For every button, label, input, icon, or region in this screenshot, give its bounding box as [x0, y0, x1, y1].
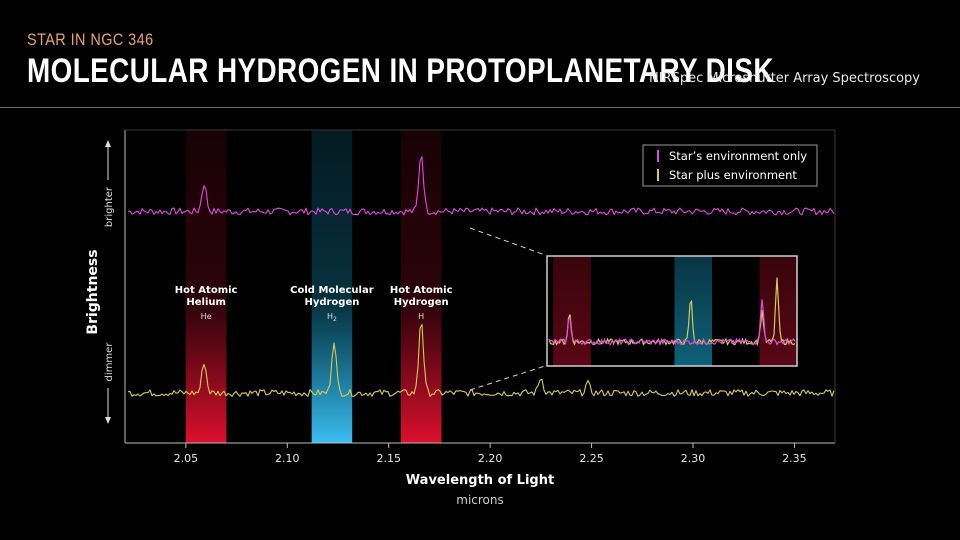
- legend-label-environment: Star’s environment only: [669, 149, 807, 163]
- inset-series-line-1: [548, 299, 796, 346]
- band-species-0: He: [201, 312, 212, 321]
- emission-bands: [185, 130, 442, 443]
- inset-band-1: [674, 256, 712, 366]
- legend-label-star-plus: Star plus environment: [669, 168, 797, 182]
- inset-band-0: [553, 256, 591, 366]
- x-tick-label-0: 2.05: [174, 452, 199, 465]
- header-divider: [0, 107, 960, 108]
- x-ticks: 2.05 2.10 2.15 2.20 2.25 2.30 2.35: [174, 443, 807, 465]
- inset-band-2: [759, 256, 797, 366]
- inset-connector-bottom: [469, 365, 546, 391]
- y-axis-top-label: brighter: [104, 186, 115, 227]
- supertitle: STAR IN NGC 346: [27, 30, 154, 49]
- y-arrow-down-icon: [105, 417, 111, 424]
- x-tick-label-1: 2.10: [275, 452, 300, 465]
- band-species-1: H2: [327, 312, 337, 323]
- x-tick-label-3: 2.20: [478, 452, 503, 465]
- band-label-0-line-0: Hot Atomic: [175, 285, 238, 296]
- inset-frame: [546, 255, 798, 367]
- legend: Star’s environment only Star plus enviro…: [642, 144, 818, 187]
- y-axis-bottom-label: dimmer: [104, 342, 115, 382]
- band-label-2-line-0: Hot Atomic: [390, 285, 453, 296]
- x-axis-unit: microns: [456, 493, 504, 507]
- spectrum-series: [127, 156, 835, 397]
- y-axis-label: Brightness: [85, 249, 101, 334]
- band-label-1-line-0: Cold Molecular: [290, 285, 374, 296]
- band-label-0-line-1: Helium: [186, 297, 226, 308]
- x-tick-label-5: 2.30: [681, 452, 706, 465]
- page-title: MOLECULAR HYDROGEN IN PROTOPLANETARY DIS…: [27, 52, 774, 90]
- series-line-0: [127, 156, 835, 216]
- band-label-1-line-1: Hydrogen: [304, 297, 359, 308]
- x-tick-label-4: 2.25: [579, 452, 604, 465]
- inset-content: [548, 256, 797, 366]
- x-tick-label-6: 2.35: [782, 452, 807, 465]
- inset-connector-top: [469, 227, 546, 256]
- x-axis-label: Wavelength of Light: [406, 473, 554, 488]
- band-label-2-line-1: Hydrogen: [394, 297, 449, 308]
- y-arrow-up-icon: [105, 140, 111, 147]
- instrument-label: NIRSpec Microshutter Array Spectroscopy: [648, 71, 920, 86]
- band-species-2: H: [418, 312, 424, 321]
- legend-box: [642, 144, 818, 187]
- band-0: [185, 130, 227, 443]
- x-tick-label-2: 2.15: [376, 452, 401, 465]
- series-line-1: [127, 323, 835, 397]
- inset-zoom: [546, 255, 798, 367]
- band-2: [400, 130, 442, 443]
